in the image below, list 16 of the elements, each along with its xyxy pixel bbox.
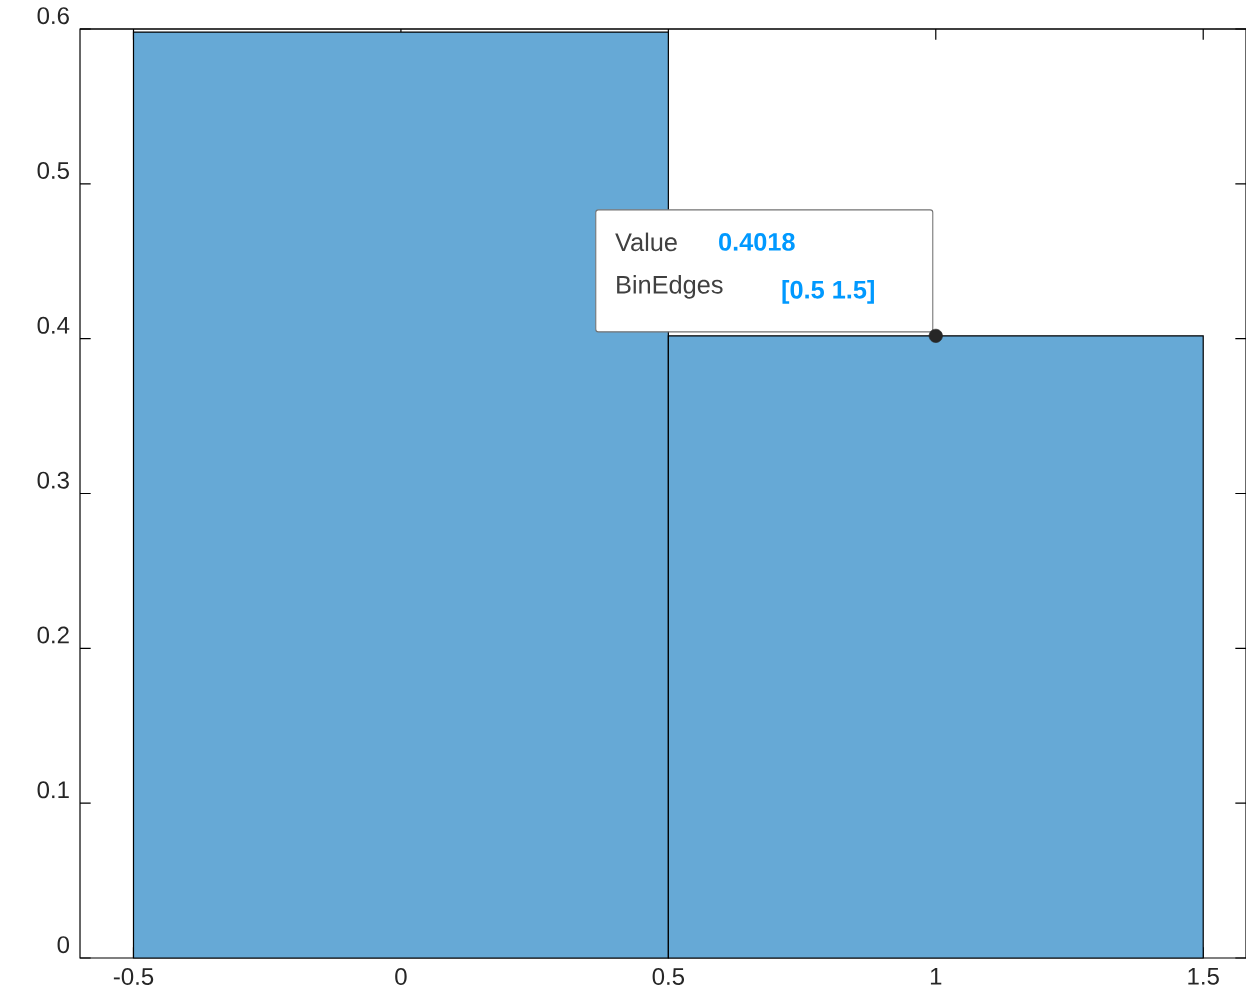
y-tick-label: 0.1 — [37, 781, 69, 799]
x-tick-label: 1.5 — [1188, 968, 1219, 985]
annotation: BinEdges — [617, 275, 723, 299]
y-tick-label: 0.3 — [37, 471, 69, 489]
x-tick-label: -0.5 — [113, 968, 154, 986]
y-tick-label: 0.5 — [37, 161, 69, 179]
annotation: 0.4018 — [719, 232, 795, 251]
annotation: Value — [615, 232, 677, 252]
x-tick-label: 1 — [930, 968, 942, 985]
x-tick-label: 0 — [395, 968, 407, 986]
y-tick-label: 0.6 — [37, 7, 69, 25]
y-tick-label: 0.4 — [37, 316, 70, 334]
y-tick-label: 0 — [57, 936, 70, 954]
annotation: [0.5 1.5] — [782, 280, 874, 304]
y-tick-label: 0.2 — [37, 626, 69, 644]
x-tick-label: 0.5 — [652, 968, 685, 986]
